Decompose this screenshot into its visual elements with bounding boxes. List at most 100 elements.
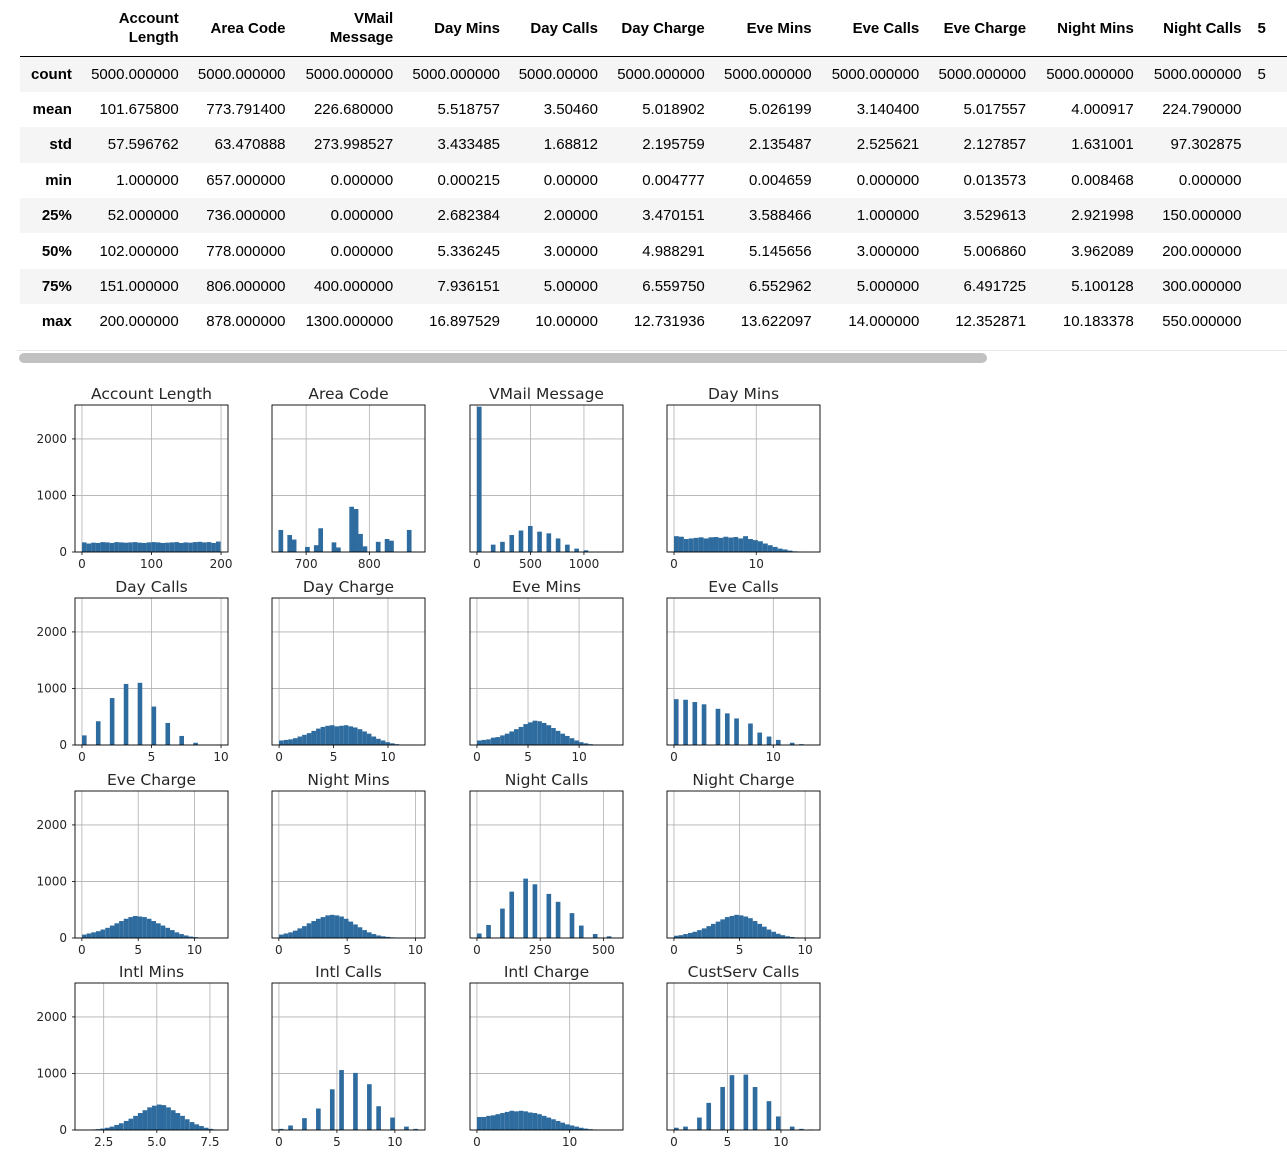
- histogram-bar: [283, 933, 289, 938]
- histogram-bar: [109, 542, 115, 552]
- histogram-bar: [509, 891, 515, 938]
- histogram-bar: [523, 724, 528, 745]
- histogram-panel: Intl Calls 0 5 10: [271, 963, 426, 1149]
- histogram-bar: [692, 931, 698, 938]
- histogram-bar: [733, 537, 739, 552]
- y-tick-label: 0: [59, 738, 67, 752]
- histogram-bar: [142, 542, 147, 552]
- histogram-bar: [775, 933, 781, 938]
- histogram-bar: [211, 542, 216, 552]
- x-tick-label: 10: [773, 1135, 788, 1149]
- histogram-bar: [174, 932, 180, 938]
- table-cell: 3.140400: [856, 101, 920, 119]
- histogram-panel: Intl Mins 2.5 5.0 7.5 0 1000 2000: [36, 963, 229, 1149]
- histogram-bar: [100, 929, 106, 938]
- x-tick-label: 10: [562, 1135, 577, 1149]
- scrollbar-thumb[interactable]: [19, 353, 987, 363]
- x-tick-label: 5.0: [147, 1135, 166, 1149]
- histogram-bar: [532, 884, 538, 938]
- histogram-panel: Day Charge 0 5 10: [271, 578, 426, 764]
- histogram-bar: [123, 918, 129, 938]
- histogram-bar: [583, 743, 589, 745]
- table-cell: 736.000000: [206, 207, 286, 225]
- histogram-bar: [353, 924, 358, 938]
- histogram-bar: [178, 542, 184, 552]
- histogram-bar: [486, 1115, 491, 1130]
- histogram-bar: [165, 722, 171, 745]
- histogram-bar: [476, 406, 482, 552]
- table-cell: 3.588466: [749, 207, 812, 225]
- histogram-bar: [380, 740, 386, 745]
- histogram-panel: Day Calls 0 5 10 0 1000 2000: [36, 578, 228, 764]
- histogram-bar: [118, 1123, 124, 1130]
- histogram-bar: [91, 542, 96, 552]
- histogram-bar: [155, 542, 161, 552]
- histogram-bar: [385, 936, 391, 938]
- histogram-bar: [390, 743, 395, 745]
- histogram-bar: [100, 542, 106, 552]
- histogram-bar: [799, 1128, 804, 1130]
- histogram-bar: [348, 726, 354, 745]
- histogram-bar: [752, 921, 758, 938]
- table-row: count 5000.000000 5000.000000 5000.000000 50…: [20, 56, 1287, 92]
- histogram-bar: [678, 536, 684, 552]
- histogram-bar: [189, 1122, 195, 1130]
- histogram-bar: [380, 936, 386, 938]
- table-cell: 5000.000000: [1046, 65, 1134, 83]
- x-tick-label: 5: [343, 943, 351, 957]
- table-cell: 3.433485: [437, 136, 501, 154]
- histogram-bar: [283, 739, 289, 745]
- table-row: min 1.000000 657.000000 0.000000 0.000215 0.0…: [20, 163, 1287, 198]
- histogram-bar: [706, 926, 712, 938]
- histogram-bar: [509, 731, 514, 745]
- histogram-bar: [537, 721, 542, 745]
- chart-title: Eve Mins: [512, 578, 581, 596]
- y-tick-label: 2000: [36, 1010, 67, 1024]
- table-cell: [1249, 127, 1287, 162]
- y-tick-label: 1000: [36, 1066, 67, 1080]
- x-tick-label: 700: [295, 557, 318, 571]
- table-cell: 101.675800: [99, 101, 179, 119]
- axes-frame: [271, 597, 426, 746]
- column-header: Night Calls: [1141, 0, 1250, 57]
- histogram-bar: [343, 725, 349, 745]
- histogram-bar: [291, 539, 297, 552]
- row-label: count: [31, 65, 72, 83]
- axes-frame: [74, 982, 229, 1131]
- histogram-bar: [523, 1111, 528, 1130]
- table-cell: 1.000000: [116, 171, 179, 189]
- histogram-bar: [673, 536, 679, 552]
- histogram-bar: [215, 541, 221, 552]
- histogram-bar: [197, 541, 203, 552]
- histogram-bar: [711, 923, 716, 938]
- table-cell: 63.470888: [214, 136, 286, 154]
- table-cell: 2.682384: [437, 207, 501, 225]
- horizontal-scrollbar[interactable]: [17, 350, 1287, 367]
- x-tick-label: 10: [380, 750, 395, 764]
- histogram-bar: [109, 925, 115, 938]
- histogram-bar: [723, 536, 729, 552]
- x-tick-label: 10: [766, 750, 781, 764]
- x-tick-label: 0: [473, 943, 481, 957]
- table-cell: 0.000000: [856, 171, 920, 189]
- histogram-bar: [146, 542, 152, 552]
- table-cell: 102.000000: [99, 242, 179, 260]
- histogram-bar: [142, 1110, 148, 1130]
- axes-frame: [469, 790, 624, 939]
- axes-frame: [271, 982, 426, 1131]
- histogram-bar: [551, 1119, 556, 1130]
- histogram-bar: [329, 1089, 335, 1130]
- histogram-bar: [194, 1124, 200, 1130]
- histogram-bar: [509, 535, 515, 552]
- histogram-bar: [752, 540, 758, 552]
- y-tick-label: 2000: [36, 818, 67, 832]
- row-label: min: [45, 171, 72, 189]
- table-cell: 5: [1257, 65, 1266, 83]
- histogram-bar: [278, 934, 284, 938]
- histogram-bar: [734, 718, 739, 745]
- histogram-bar: [160, 925, 166, 938]
- histogram-bar: [174, 542, 179, 552]
- histogram-bar: [481, 1116, 487, 1130]
- table-cell: 3.962089: [1071, 242, 1134, 260]
- histogram-bar: [371, 736, 377, 745]
